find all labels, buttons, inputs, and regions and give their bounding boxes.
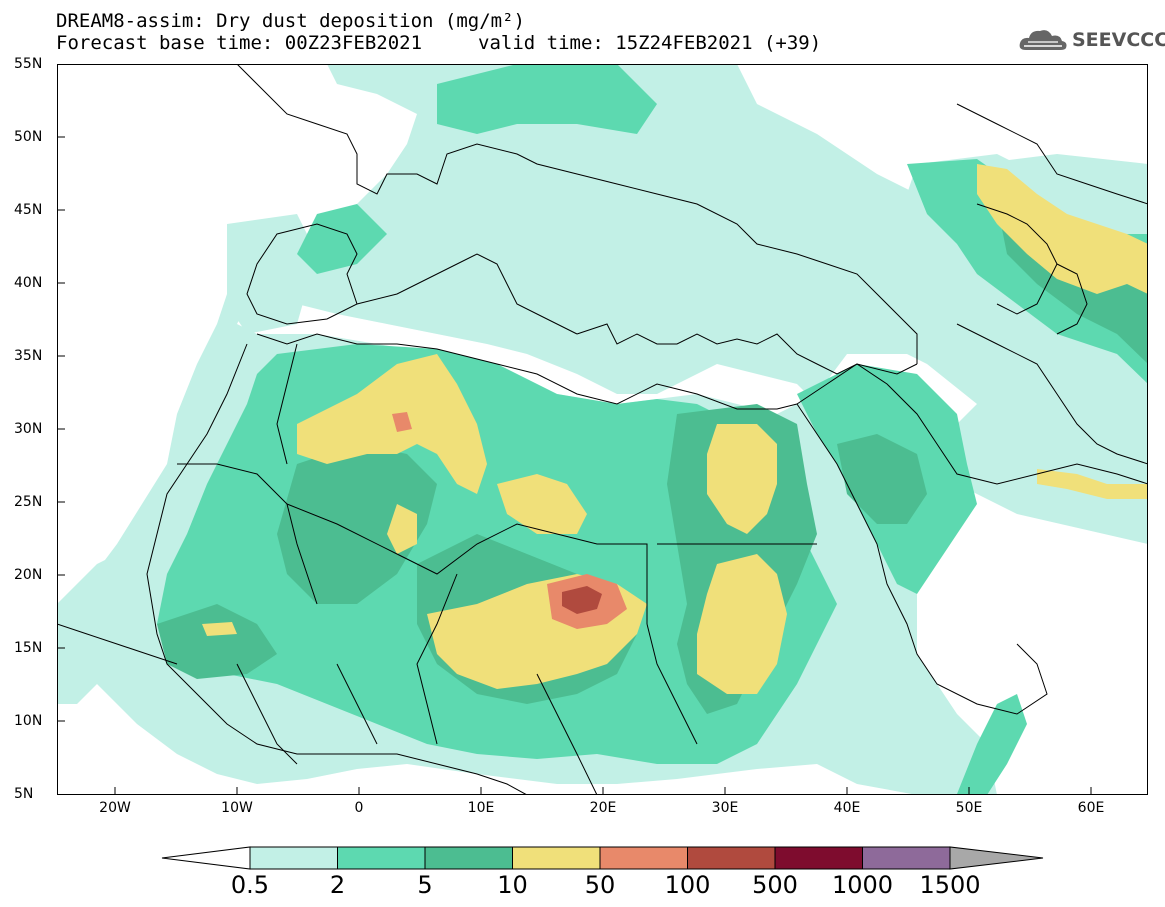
lat-label: 50N (14, 129, 43, 145)
lon-label: 50E (955, 800, 983, 816)
lat-label: 20N (14, 567, 43, 583)
forecast-base-time: Forecast base time: 00Z23FEB2021 (56, 32, 423, 54)
dust-deposition-map (57, 64, 1148, 795)
logo-text: SEEVCCC (1072, 29, 1165, 51)
lon-label: 20W (99, 800, 131, 816)
legend-swatch (249, 846, 338, 870)
legend-level-label: 1500 (919, 871, 981, 899)
lat-label: 5N (14, 786, 34, 802)
map-title: DREAM8-assim: Dry dust deposition (mg/m²… (56, 10, 525, 32)
lat-label: 35N (14, 348, 43, 364)
lat-label: 45N (14, 202, 43, 218)
lat-label: 40N (14, 275, 43, 291)
legend-swatch (774, 846, 863, 870)
legend-swatch (512, 846, 601, 870)
legend-level-label: 0.5 (230, 871, 270, 899)
lon-label: 10E (467, 800, 495, 816)
lat-label: 10N (14, 713, 43, 729)
coastlines-borders (57, 64, 1148, 795)
lat-label: 25N (14, 494, 43, 510)
seevccc-logo: SEEVCCC (1018, 26, 1165, 54)
legend-level-label: 2 (329, 871, 346, 899)
cloud-icon (1019, 30, 1067, 50)
dust-field-10-50 (202, 164, 1148, 694)
legend-level-label: 100 (664, 871, 711, 899)
lon-label: 0 (354, 800, 364, 816)
axis-ticks (57, 64, 1092, 795)
lon-label: 20E (589, 800, 617, 816)
valid-time: valid time: 15Z24FEB2021 (+39) (478, 32, 822, 54)
legend-over-arrow (949, 846, 1044, 870)
lon-label: 60E (1077, 800, 1105, 816)
legend-swatch (862, 846, 951, 870)
legend-level-label: 10 (497, 871, 528, 899)
color-legend (161, 846, 1044, 870)
lon-label: 10W (221, 800, 253, 816)
legend-under-arrow (161, 846, 251, 870)
legend-level-label: 500 (752, 871, 798, 899)
lat-label: 30N (14, 421, 43, 437)
legend-level-label: 50 (584, 871, 616, 899)
lat-label: 15N (14, 640, 43, 656)
dust-field-100-500 (562, 586, 602, 614)
legend-level-label: 5 (417, 871, 433, 899)
lon-label: 30E (711, 800, 739, 816)
legend-swatch (337, 846, 426, 870)
lat-label: 55N (14, 56, 43, 72)
legend-swatch (424, 846, 513, 870)
legend-level-label: 1000 (831, 871, 894, 899)
legend-swatch (599, 846, 688, 870)
legend-swatch (687, 846, 776, 870)
lon-label: 40E (833, 800, 861, 816)
